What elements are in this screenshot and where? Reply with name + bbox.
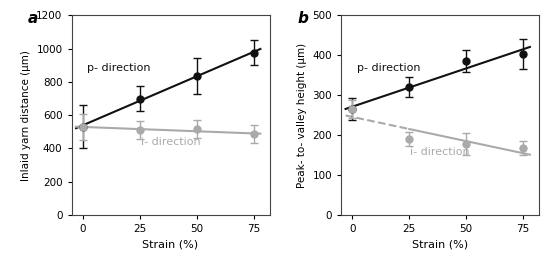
Text: i- direction: i- direction [141,137,200,147]
X-axis label: Strain (%): Strain (%) [142,240,199,250]
Text: p- direction: p- direction [357,63,420,73]
Y-axis label: Inlaid yarn distance (μm): Inlaid yarn distance (μm) [21,50,31,181]
Text: a: a [28,11,38,26]
Text: i- direction: i- direction [410,147,470,157]
X-axis label: Strain (%): Strain (%) [412,240,468,250]
Text: b: b [298,11,309,26]
Text: p- direction: p- direction [87,63,151,73]
Y-axis label: Peak- to- valley height (μm): Peak- to- valley height (μm) [297,43,307,188]
